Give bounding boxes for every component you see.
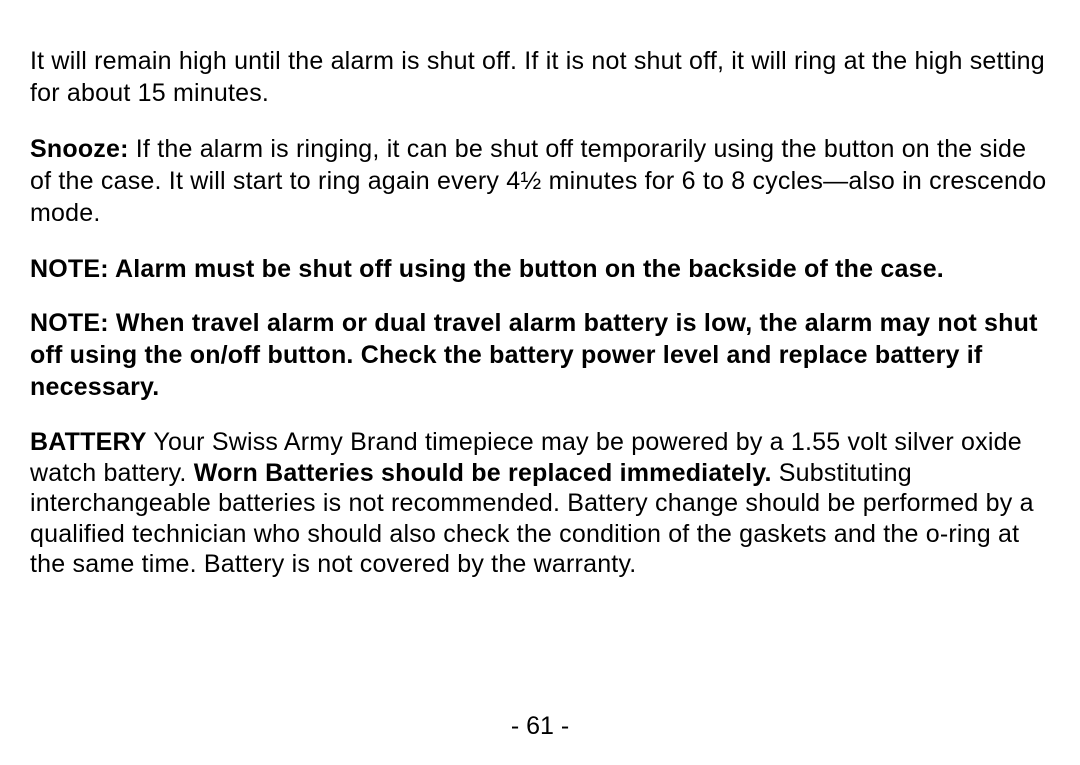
paragraph-intro: It will remain high until the alarm is s… (30, 45, 1050, 109)
snooze-body: If the alarm is ringing, it can be shut … (30, 135, 1046, 227)
note-low-battery: NOTE: When travel alarm or dual travel a… (30, 307, 1050, 403)
snooze-label: Snooze: (30, 135, 129, 163)
paragraph-battery: BATTERY Your Swiss Army Brand timepiece … (30, 427, 1050, 580)
page-number: - 61 - (0, 712, 1080, 741)
manual-page: It will remain high until the alarm is s… (0, 0, 1080, 765)
note-shutoff: NOTE: Alarm must be shut off using the b… (30, 253, 1050, 285)
battery-label: BATTERY (30, 428, 147, 456)
battery-bold: Worn Batteries should be replaced immedi… (194, 459, 772, 487)
paragraph-snooze: Snooze: If the alarm is ringing, it can … (30, 133, 1050, 229)
